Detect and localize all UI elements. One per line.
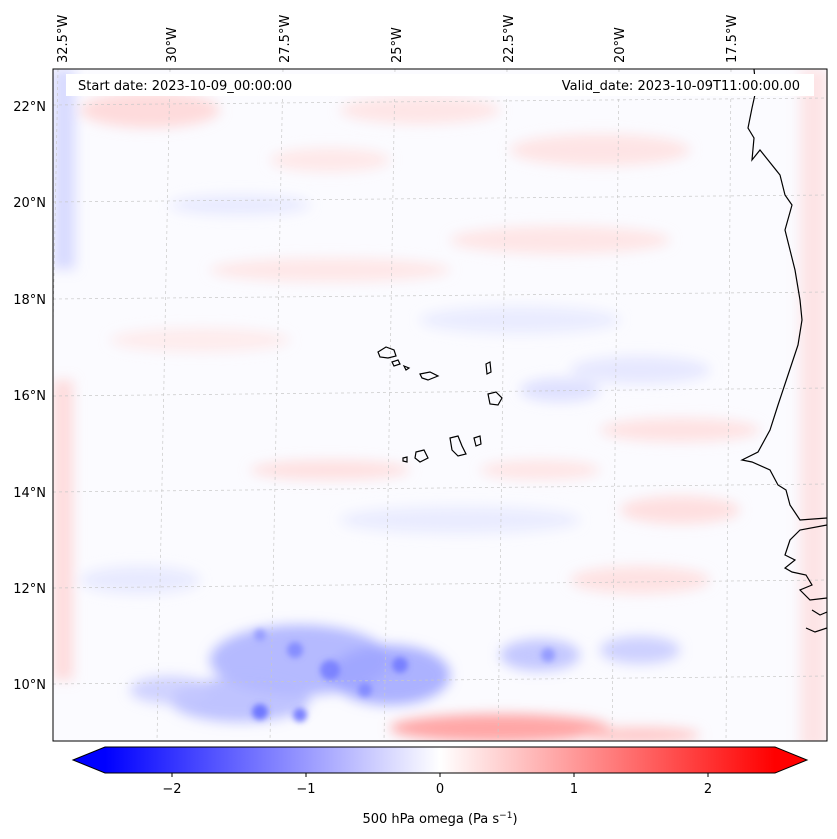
start-date-label: Start date: 2023-10-09_00:00:00 bbox=[78, 79, 292, 94]
colorbar-title-exponent: −1 bbox=[499, 811, 512, 821]
map-panel: Start date: 2023-10-09_00:00:00 Valid_da… bbox=[53, 69, 827, 741]
colorbar-title: 500 hPa omega (Pa s−1) bbox=[362, 811, 517, 827]
lat-label: 22°N bbox=[13, 100, 46, 115]
lon-label: 30°W bbox=[165, 27, 180, 63]
colorbar-tick-label: −1 bbox=[296, 782, 315, 797]
africa-coastline bbox=[740, 69, 827, 633]
lon-label: 20°W bbox=[613, 27, 628, 63]
colorbar-tick-label: 1 bbox=[570, 782, 578, 797]
lat-label: 20°N bbox=[13, 196, 46, 211]
longitude-labels: 32.5°W 30°W 27.5°W 25°W 22.5°W 20°W 17.5… bbox=[56, 15, 740, 63]
cape-verde-islands bbox=[377, 346, 503, 463]
latitude-labels: 22°N 20°N 18°N 16°N 14°N 12°N 10°N bbox=[13, 100, 46, 693]
omega-field bbox=[53, 69, 827, 741]
colorbar-outline bbox=[71, 746, 809, 774]
lat-label: 18°N bbox=[13, 293, 46, 308]
map-frame bbox=[52, 68, 828, 742]
colorbar-tick-label: 2 bbox=[704, 782, 712, 797]
annotation-bar bbox=[66, 74, 814, 96]
valid-date-label: Valid_date: 2023-10-09T11:00:00.00 bbox=[562, 79, 800, 94]
colorbar: −2 −1 0 1 2 500 hPa omega (Pa s−1) bbox=[71, 746, 809, 827]
colorbar-tick-label: −2 bbox=[162, 782, 181, 797]
lat-label: 16°N bbox=[13, 389, 46, 404]
omega-convective-cells bbox=[252, 629, 555, 722]
lon-label: 25°W bbox=[390, 27, 405, 63]
lat-label: 10°N bbox=[13, 678, 46, 693]
lon-label: 17.5°W bbox=[725, 15, 740, 63]
lon-label: 22.5°W bbox=[502, 15, 517, 63]
lon-label: 32.5°W bbox=[56, 15, 71, 63]
lon-label: 27.5°W bbox=[278, 15, 293, 63]
lat-label: 14°N bbox=[13, 486, 46, 501]
colorbar-title-close: ) bbox=[512, 812, 517, 827]
colorbar-tick-label: 0 bbox=[436, 782, 444, 797]
graticule bbox=[53, 69, 827, 741]
colorbar-title-main: 500 hPa omega (Pa s bbox=[362, 812, 499, 827]
lat-label: 12°N bbox=[13, 582, 46, 597]
